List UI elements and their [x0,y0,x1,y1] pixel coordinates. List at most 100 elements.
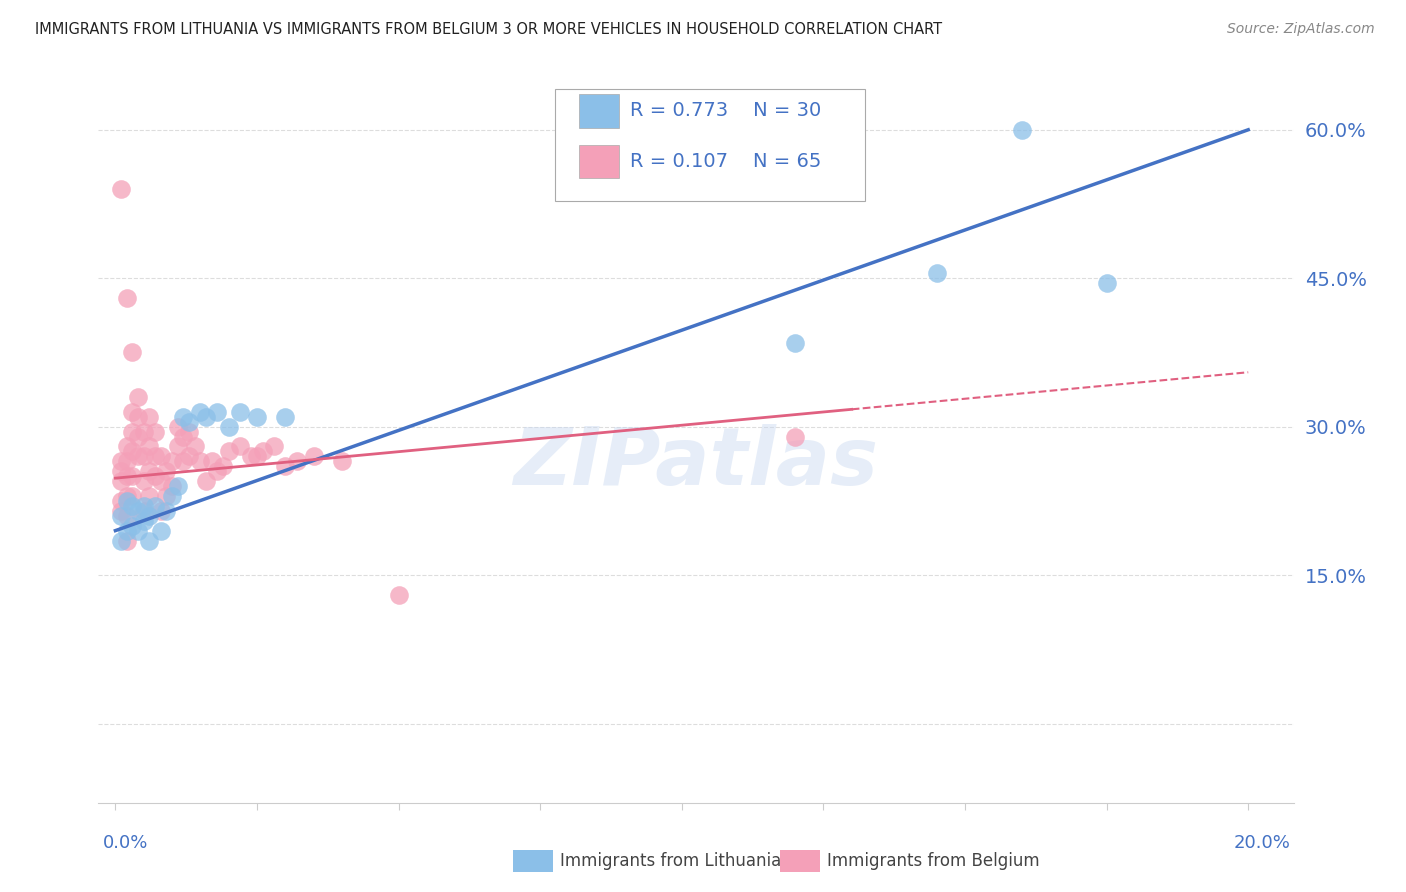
Point [115,533,138,548]
Point [115,454,138,468]
Point [1011,122,1033,136]
Point [302,450,325,464]
Point [143,499,166,513]
Point [127,450,149,464]
Point [110,494,132,508]
Point [132,425,155,439]
Point [783,335,806,350]
Point [132,474,155,488]
Point [127,504,149,518]
Point [149,504,172,518]
Point [172,454,194,468]
Point [115,524,138,538]
Point [177,450,200,464]
Point [127,390,149,404]
Point [172,409,194,424]
Point [274,459,297,474]
Point [138,533,160,548]
Point [229,440,252,454]
Point [177,425,200,439]
Point [1095,276,1118,290]
Point [121,345,143,359]
Point [115,494,138,508]
Point [110,464,132,478]
Point [195,409,218,424]
Point [149,450,172,464]
Point [172,429,194,443]
Point [115,440,138,454]
Point [183,440,205,454]
Text: IMMIGRANTS FROM LITHUANIA VS IMMIGRANTS FROM BELGIUM 3 OR MORE VEHICLES IN HOUSE: IMMIGRANTS FROM LITHUANIA VS IMMIGRANTS … [35,22,942,37]
Point [160,479,183,493]
Point [110,454,132,468]
Point [212,459,235,474]
Point [149,524,172,538]
Point [166,440,188,454]
Text: R = 0.773    N = 30: R = 0.773 N = 30 [630,101,821,120]
Point [263,440,285,454]
Point [925,266,948,280]
Point [166,479,188,493]
Point [166,419,188,434]
Point [110,504,132,518]
Text: 20.0%: 20.0% [1234,834,1291,852]
Point [195,474,218,488]
Point [149,474,172,488]
Point [138,464,160,478]
Point [121,444,143,458]
Point [121,405,143,419]
Point [132,450,155,464]
Point [201,454,224,468]
Point [110,474,132,488]
Point [138,489,160,503]
Point [218,444,240,458]
Point [143,450,166,464]
Point [110,508,132,523]
Point [207,405,229,419]
Point [190,405,212,419]
Point [160,489,183,503]
Point [121,469,143,483]
Point [127,409,149,424]
Point [207,464,229,478]
Point [138,440,160,454]
Point [155,464,177,478]
Text: ZIPatlas: ZIPatlas [513,425,879,502]
Point [252,444,274,458]
Point [240,450,263,464]
Point [155,504,177,518]
Point [138,508,160,523]
Point [330,454,353,468]
Point [783,429,806,443]
Text: Immigrants from Lithuania: Immigrants from Lithuania [560,852,780,871]
Point [143,469,166,483]
Point [143,425,166,439]
Point [177,415,200,429]
Point [115,508,138,523]
Point [121,425,143,439]
Point [218,419,240,434]
Point [190,454,212,468]
Point [121,499,143,513]
Point [274,409,297,424]
Point [138,409,160,424]
Point [121,489,143,503]
Point [127,429,149,443]
Text: 0.0%: 0.0% [103,834,148,852]
Point [132,504,155,518]
Point [132,514,155,528]
Point [229,405,252,419]
Point [388,588,411,602]
Text: Source: ZipAtlas.com: Source: ZipAtlas.com [1227,22,1375,37]
Point [160,454,183,468]
Point [115,291,138,305]
Point [115,489,138,503]
Point [246,450,269,464]
Point [121,518,143,533]
Point [155,489,177,503]
Point [110,533,132,548]
Point [115,469,138,483]
Point [132,499,155,513]
Text: R = 0.107    N = 65: R = 0.107 N = 65 [630,152,821,171]
Point [110,182,132,196]
